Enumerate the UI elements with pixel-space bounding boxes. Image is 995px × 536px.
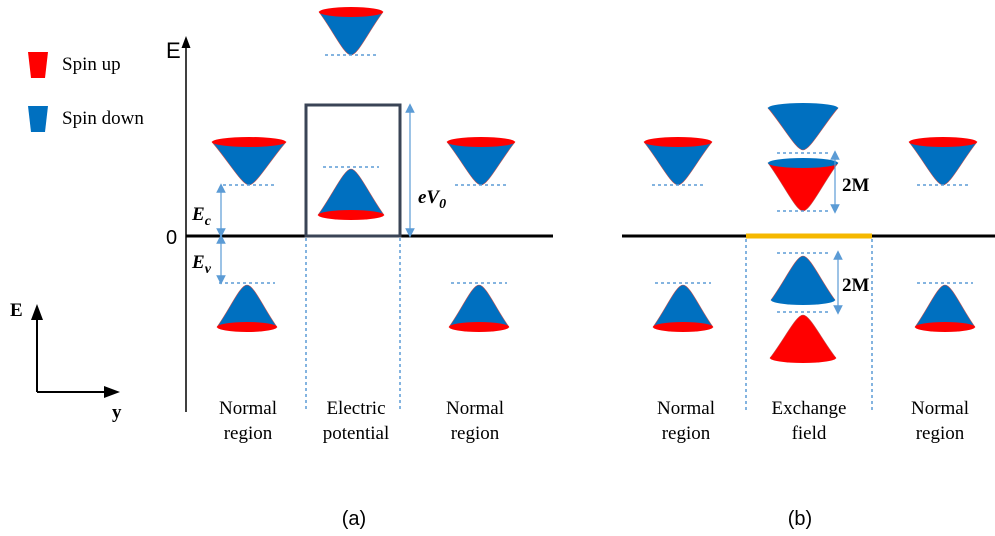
gap-label: 2M — [842, 275, 870, 296]
band-cone — [915, 285, 975, 327]
caption: (a) — [342, 508, 366, 530]
band-rim — [768, 103, 838, 113]
small-y-label: E — [10, 300, 23, 321]
band-cone — [768, 108, 838, 150]
zero-label: 0 — [166, 227, 177, 249]
caption: (b) — [788, 508, 812, 530]
band-rim — [212, 137, 286, 147]
band-rim — [318, 210, 384, 220]
legend-swatch — [28, 106, 48, 132]
band-rim — [909, 137, 977, 147]
band-rim — [653, 322, 713, 332]
band-rim — [319, 7, 383, 17]
band-rim — [217, 322, 277, 332]
legend-label: Spin up — [62, 54, 121, 75]
band-rim — [768, 158, 838, 168]
band-cone — [319, 12, 383, 55]
band-cone — [217, 285, 277, 327]
small-x-label: y — [112, 402, 122, 423]
band-rim — [644, 137, 712, 147]
diagram: Spin up Spin down E 0 Ec Ev eV0 (a) E y … — [0, 0, 995, 536]
ev-label: Ev — [191, 252, 212, 277]
band-rim — [449, 322, 509, 332]
band-cone — [653, 285, 713, 327]
band-cone — [644, 142, 712, 185]
legend-label: Spin down — [62, 108, 144, 129]
gap-label: 2M — [842, 175, 870, 196]
ec-label: Ec — [191, 204, 212, 229]
page: Spin up Spin down E 0 Ec Ev eV0 (a) E y … — [0, 0, 995, 536]
band-rim — [771, 295, 835, 305]
band-cone — [909, 142, 977, 185]
axis-label: E — [166, 38, 181, 63]
band-rim — [915, 322, 975, 332]
band-rim — [447, 137, 515, 147]
band-cone — [212, 142, 286, 185]
ev0-label: eV0 — [418, 187, 446, 212]
band-cone — [447, 142, 515, 185]
legend-swatch — [28, 52, 48, 78]
band-cone — [771, 256, 835, 300]
band-cone — [770, 315, 836, 358]
band-rim — [770, 353, 836, 363]
band-cone — [449, 285, 509, 327]
band-cone — [768, 163, 838, 211]
band-cone — [318, 169, 384, 215]
